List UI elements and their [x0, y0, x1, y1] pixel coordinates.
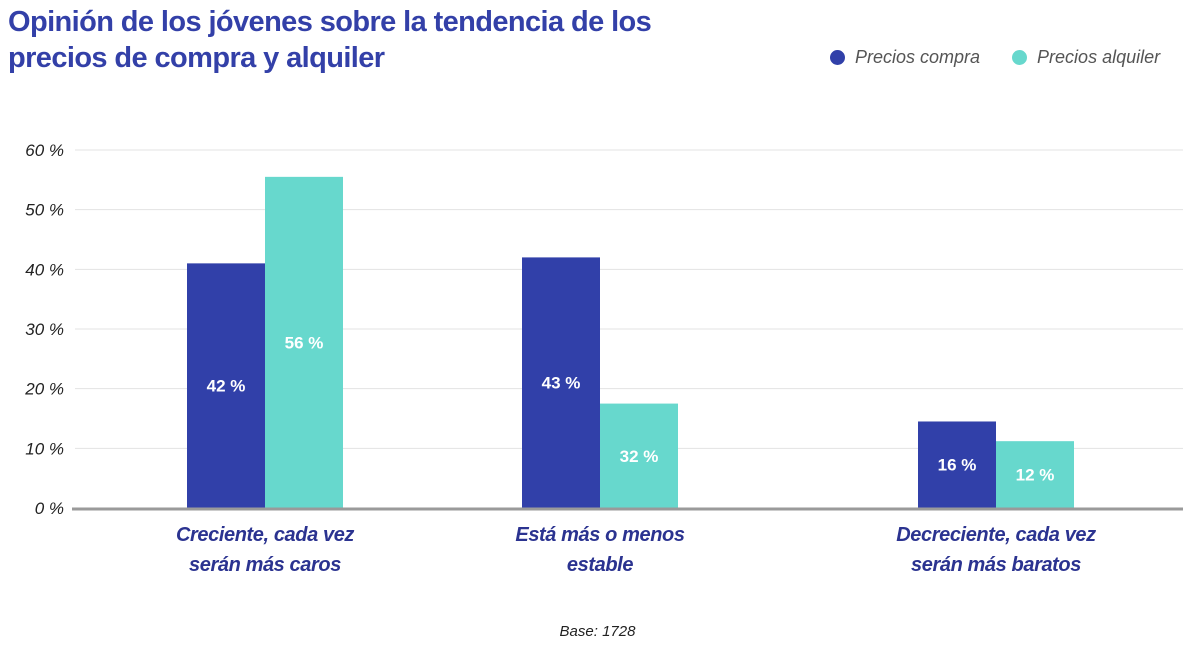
footnote-base: Base: 1728 — [559, 623, 636, 640]
x-category-label-line: estable — [566, 554, 634, 576]
bar-data-label: 56 % — [285, 333, 324, 352]
y-tick-label: 60 % — [25, 141, 64, 160]
bar-data-label: 42 % — [207, 377, 246, 396]
legend-label-alquiler: Precios alquiler — [1037, 47, 1161, 67]
bar-data-label: 32 % — [620, 447, 659, 466]
y-tick-label: 0 % — [35, 499, 64, 518]
x-category-label: Decreciente, cada vez serán más baratos — [866, 520, 1126, 580]
y-tick-label: 30 % — [25, 320, 64, 339]
bar-data-label: 12 % — [1016, 466, 1055, 485]
legend-item-compra: Precios compra — [830, 47, 980, 68]
bar-compra — [918, 421, 996, 508]
bar-alquiler — [265, 176, 343, 508]
chart-title: Opinión de los jóvenes sobre la tendenci… — [8, 6, 652, 74]
x-category-label: Creciente, cada vez serán más caros — [135, 520, 395, 580]
bar-compra — [522, 257, 600, 508]
x-category-label: Está más o menos estable — [470, 520, 730, 580]
legend: Precios compra Precios alquiler — [830, 47, 1160, 68]
y-tick-label: 40 % — [25, 260, 64, 279]
legend-swatch-compra — [830, 50, 845, 65]
x-category-label-line: Creciente, cada vez — [175, 524, 355, 546]
x-category-label-line: serán más caros — [189, 554, 341, 576]
y-tick-label: 20 % — [24, 380, 64, 399]
bar-compra — [187, 263, 265, 508]
bar-alquiler — [996, 441, 1074, 508]
bar-alquiler — [600, 403, 678, 508]
bar-data-label: 16 % — [938, 456, 977, 475]
legend-label-compra: Precios compra — [855, 47, 981, 67]
x-category-label-line: Decreciente, cada vez — [896, 524, 1096, 546]
x-category-label-line: serán más baratos — [911, 554, 1081, 576]
bar-data-label: 43 % — [542, 374, 581, 393]
legend-item-alquiler: Precios alquiler — [1012, 47, 1160, 68]
y-tick-label: 50 % — [25, 201, 64, 220]
y-tick-label: 10 % — [25, 439, 64, 458]
x-category-label-line: Está más o menos — [515, 524, 685, 546]
legend-swatch-alquiler — [1012, 50, 1028, 65]
